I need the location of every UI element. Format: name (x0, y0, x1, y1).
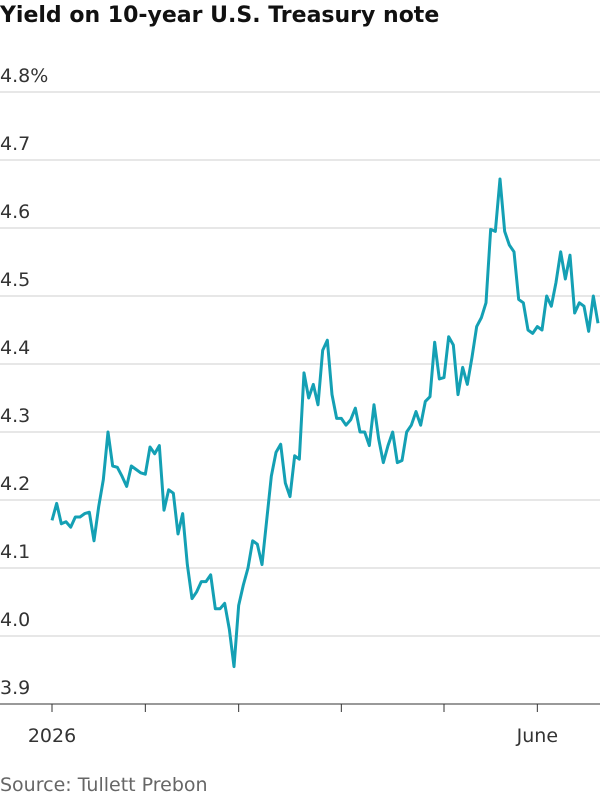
y-tick-label: 3.9 (0, 677, 30, 699)
y-tick-label: 4.7 (0, 133, 30, 155)
y-tick-label: 4.1 (0, 541, 30, 563)
y-tick-label: 4.8% (0, 65, 48, 87)
y-tick-label: 4.4 (0, 337, 30, 359)
chart-title: Yield on 10-year U.S. Treasury note (0, 3, 439, 28)
y-tick-label: 4.3 (0, 405, 30, 427)
source: Source: Tullett Prebon (0, 774, 208, 796)
y-tick-label: 4.2 (0, 473, 30, 495)
y-tick-label: 4.0 (0, 609, 30, 631)
y-tick-label: 4.5 (0, 269, 30, 291)
y-tick-label: 4.6 (0, 201, 30, 223)
yield-line (50, 177, 600, 669)
x-tick-label: June (516, 725, 558, 747)
x-tick-label: 2026 (28, 725, 76, 747)
